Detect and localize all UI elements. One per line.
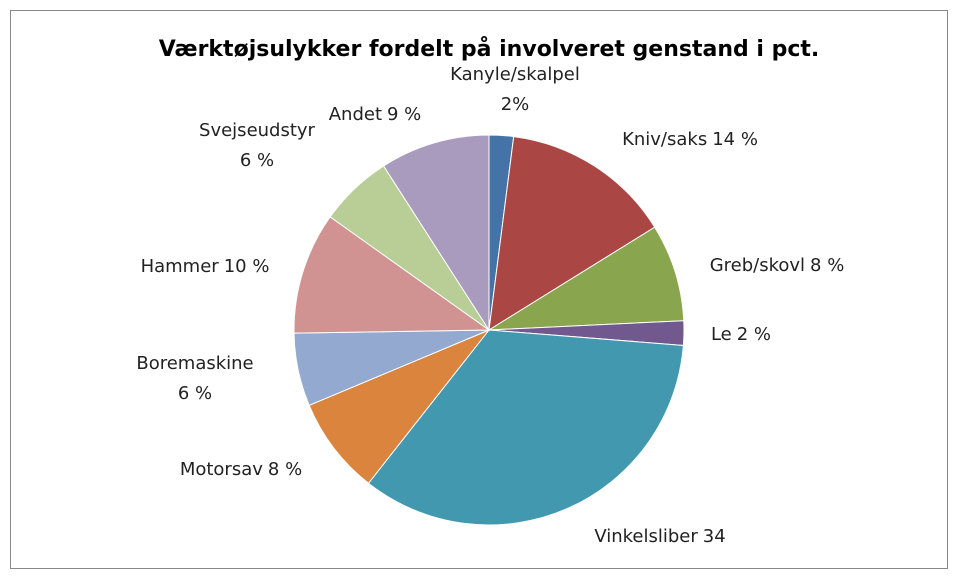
- data-label: Kniv/saks 14 %: [622, 129, 758, 150]
- category-label: Kanyle/skalpel: [450, 64, 580, 85]
- chart-title: Værktøjsulykker fordelt på involveret ge…: [159, 36, 820, 62]
- data-label: Motorsav 8 %: [180, 459, 302, 480]
- value-label: 10 %: [224, 256, 270, 277]
- pie-slice: [367, 329, 684, 526]
- pie-slice: [308, 328, 491, 484]
- category-label: Svejseudstyr: [199, 120, 316, 141]
- value-label: 6 %: [178, 383, 212, 404]
- category-label: Kniv/saks: [622, 129, 707, 150]
- category-label: Andet: [329, 104, 382, 125]
- value-label: 34: [703, 526, 726, 547]
- category-label: Le: [711, 324, 732, 345]
- value-label: 2%: [501, 94, 530, 115]
- data-label: Greb/skovl 8 %: [710, 255, 845, 276]
- pie-slice: [487, 226, 685, 331]
- category-label: Hammer: [141, 256, 220, 277]
- data-label: Svejseudstyr 6 %: [199, 120, 316, 171]
- pie-slice: [382, 134, 490, 332]
- value-label: 8 %: [810, 255, 844, 276]
- pie-slice: [293, 216, 491, 334]
- data-label: Hammer 10 %: [141, 256, 270, 277]
- value-label: 8 %: [268, 459, 302, 480]
- data-label: Andet 9 %: [329, 104, 422, 125]
- value-label: 6 %: [240, 150, 274, 171]
- category-label: Boremaskine: [136, 353, 253, 374]
- pie-slice: [488, 136, 656, 331]
- category-label: Vinkelsliber: [594, 526, 698, 547]
- category-label: Greb/skovl: [710, 255, 805, 276]
- value-label: 14 %: [712, 129, 758, 150]
- category-label: Motorsav: [180, 459, 263, 480]
- value-label: 2 %: [737, 324, 771, 345]
- data-label: Vinkelsliber 34: [594, 526, 725, 547]
- data-label: Boremaskine 6 %: [136, 353, 253, 404]
- value-label: 9 %: [387, 104, 421, 125]
- data-label: Le 2 %: [711, 324, 771, 345]
- data-label: Kanyle/skalpel 2%: [450, 64, 580, 115]
